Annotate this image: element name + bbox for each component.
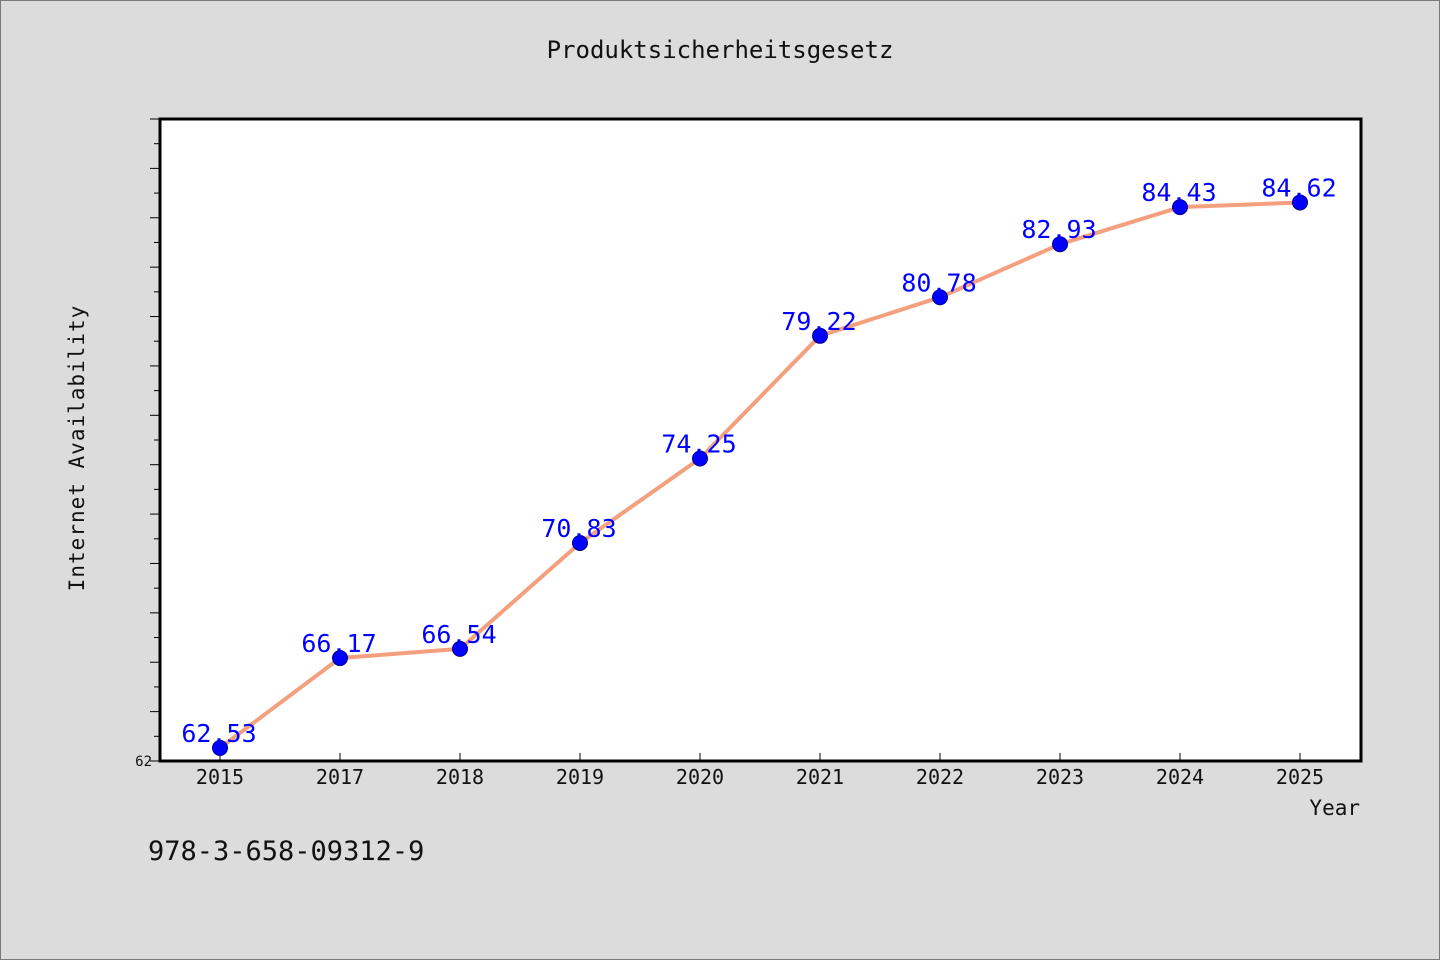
data-label: 84.43: [1141, 178, 1216, 207]
data-point: [452, 640, 468, 657]
y-axis-ticks: 62: [135, 118, 160, 770]
x-tick-label: 2024: [1156, 765, 1204, 789]
data-label: 80.78: [901, 268, 976, 297]
x-tick-label: 2019: [556, 765, 604, 789]
x-tick-label: 2017: [316, 765, 364, 789]
x-tick-label: 2023: [1036, 765, 1084, 789]
x-tick-label: 2022: [916, 765, 964, 789]
data-point: [332, 650, 348, 667]
data-point: [1052, 236, 1068, 253]
data-label: 66.54: [421, 620, 496, 649]
data-label: 84.62: [1261, 173, 1336, 202]
isbn-footnote: 978-3-658-09312-9: [148, 836, 425, 867]
x-tick-label: 2025: [1276, 765, 1324, 789]
x-tick-label: 2020: [676, 765, 724, 789]
data-label: 62.53: [181, 719, 256, 748]
data-label: 70.83: [541, 514, 616, 543]
data-point: [1292, 194, 1308, 211]
x-tick-label: 2021: [796, 765, 844, 789]
data-point: [812, 327, 828, 344]
data-point: [572, 534, 588, 551]
x-tick-label: 2015: [196, 765, 244, 789]
series-layer: 62.53 66.17 66.54 70.83 74.25 79.22 80.78 82.93…: [181, 173, 1337, 756]
plot-area: [158, 117, 1363, 763]
x-axis-label: Year: [1309, 796, 1360, 820]
data-label: 82.93: [1021, 215, 1096, 244]
data-point: [1172, 199, 1188, 216]
data-label: 74.25: [661, 430, 736, 459]
y-tick-label: 62: [135, 754, 152, 770]
data-point: [692, 450, 708, 467]
series-line: [218, 200, 1302, 750]
data-label: 79.22: [781, 307, 856, 336]
chart-title: Produktsicherheitsgesetz: [546, 36, 894, 64]
data-point: [212, 739, 228, 756]
x-tick-label: 2018: [436, 765, 484, 789]
data-point: [932, 289, 948, 306]
x-axis-ticks: 2015 2017 2018 2019 2020 2021 2022 2023 2024 2025: [196, 753, 1324, 789]
data-label: 66.17: [301, 629, 376, 658]
y-axis-label: Internet Availability: [65, 304, 89, 592]
